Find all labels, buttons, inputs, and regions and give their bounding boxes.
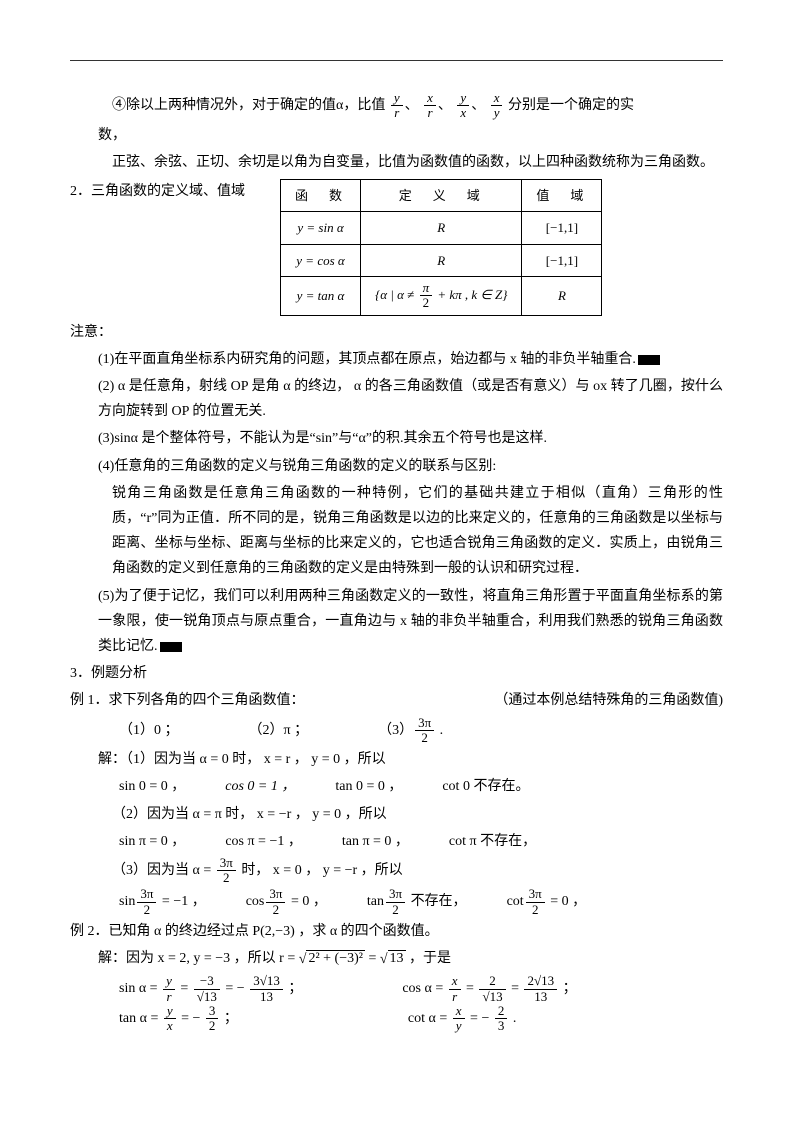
intro-1-pre: ④除以上两种情况外，对于确定的值α，比值 <box>112 98 385 113</box>
example-1-title: 例 1．求下列各角的四个三角函数值： （通过本例总结特殊角的三角函数值) <box>70 688 723 713</box>
r1-domain: R <box>361 212 522 244</box>
frac-x-y: xy <box>491 91 503 121</box>
r3-func: y = tan α <box>281 277 361 316</box>
solution-2-cond: （2）因为当 α = π 时， x = −r ， y = 0 ，所以 <box>70 802 723 827</box>
note-1: (1)在平面直角坐标系内研究角的问题，其顶点都在原点，始边都与 x 轴的非负半轴… <box>70 347 723 372</box>
example-2-title: 例 2．已知角 α 的终边经过点 P(2,−3) ，求 α 的四个函数值。 <box>70 919 723 944</box>
final-cot: cot α = xy = − 23 . <box>408 1004 516 1034</box>
solution-3-cond: （3）因为当 α = 3π2 时， x = 0 ， y = −r ，所以 <box>70 856 723 886</box>
intro-line-2: 正弦、余弦、正切、余切是以角为自变量，比值为函数值的函数，以上四种函数统称为三角… <box>70 150 723 175</box>
section-2-label: 2．三角函数的定义域、值域 <box>70 179 260 204</box>
censor-icon <box>160 642 182 652</box>
th-func: 函 数 <box>281 179 361 211</box>
r3-range: R <box>522 277 602 316</box>
notes-title: 注意： <box>70 320 723 345</box>
r1-range: [−1,1] <box>522 212 602 244</box>
r2-func: y = cos α <box>281 244 361 276</box>
r1-func: y = sin α <box>281 212 361 244</box>
domain-table: 函 数 定 义 域 值 域 y = sin α R [−1,1] y = cos… <box>280 179 602 316</box>
intro-line-1: ④除以上两种情况外，对于确定的值α，比值 yr、 xr、 yx、 xy 分别是一… <box>70 91 723 121</box>
r2-domain: R <box>361 244 522 276</box>
final-tan-cot: tan α = yx = − 32 ； cot α = xy = − 23 . <box>70 1004 723 1034</box>
section-3-label: 3．例题分析 <box>70 661 723 686</box>
frac-y-r: yr <box>391 91 403 121</box>
example-1-items: （1）0 ； （2）π ； （3）3π2 . <box>70 716 723 746</box>
ex1-item1: （1）0 ； <box>119 718 179 743</box>
r3-domain: {α | α ≠ π2 + kπ , k ∈ Z} <box>361 277 522 316</box>
section-2-row: 2．三角函数的定义域、值域 函 数 定 义 域 值 域 y = sin α R … <box>70 179 723 316</box>
solution-1-cond: 解：（1）因为当 α = 0 时， x = r ， y = 0 ，所以 <box>70 747 723 772</box>
r2-range: [−1,1] <box>522 244 602 276</box>
censor-icon <box>638 355 660 365</box>
note-2: (2) α 是任意角，射线 OP 是角 α 的终边， α 的各三角函数值（或是否… <box>70 374 723 424</box>
ex1-item3: （3）3π2 . <box>378 716 443 746</box>
solution-2-values: sin π = 0 ， cos π = −1 ， tan π = 0 ， cot… <box>70 829 723 854</box>
frac-x-r: xr <box>424 91 436 121</box>
intro-1-post: 分别是一个确定的实 <box>508 98 634 113</box>
final-sin-cos: sin α = yr = −3√13 = − 3√1313 ； cos α = … <box>70 974 723 1004</box>
frac-y-x: yx <box>457 91 469 121</box>
intro-shu: 数， <box>70 123 723 148</box>
solution-3-values: sin3π2 = −1 ， cos3π2 = 0 ， tan3π2 不存在， c… <box>70 887 723 917</box>
th-domain: 定 义 域 <box>361 179 522 211</box>
note-4-body: 锐角三角函数是任意角三角函数的一种特例，它们的基础共建立于相似（直角）三角形的性… <box>70 481 723 582</box>
final-tan: tan α = yx = − 32 ； <box>119 1004 238 1034</box>
note-3: (3)sinα 是个整体符号，不能认为是“sin”与“α”的积.其余五个符号也是… <box>70 426 723 451</box>
ex1-item2: （2）π ； <box>249 718 309 743</box>
example-2-solution: 解：因为 x = 2, y = −3 ，所以 r = 2² + (−3)² = … <box>70 946 723 972</box>
solution-1-values: sin 0 = 0 ， cos 0 = 1 ， tan 0 = 0 ， cot … <box>70 774 723 799</box>
note-4: (4)任意角的三角函数的定义与锐角三角函数的定义的联系与区别: <box>70 454 723 479</box>
top-rule <box>70 60 723 61</box>
final-cos: cos α = xr = 2√13 = 2√1313 ； <box>402 974 576 1004</box>
th-range: 值 域 <box>522 179 602 211</box>
final-sin: sin α = yr = −3√13 = − 3√1313 ； <box>119 974 302 1004</box>
note-5: (5)为了便于记忆，我们可以利用两种三角函数定义的一致性，将直角三角形置于平面直… <box>70 584 723 660</box>
